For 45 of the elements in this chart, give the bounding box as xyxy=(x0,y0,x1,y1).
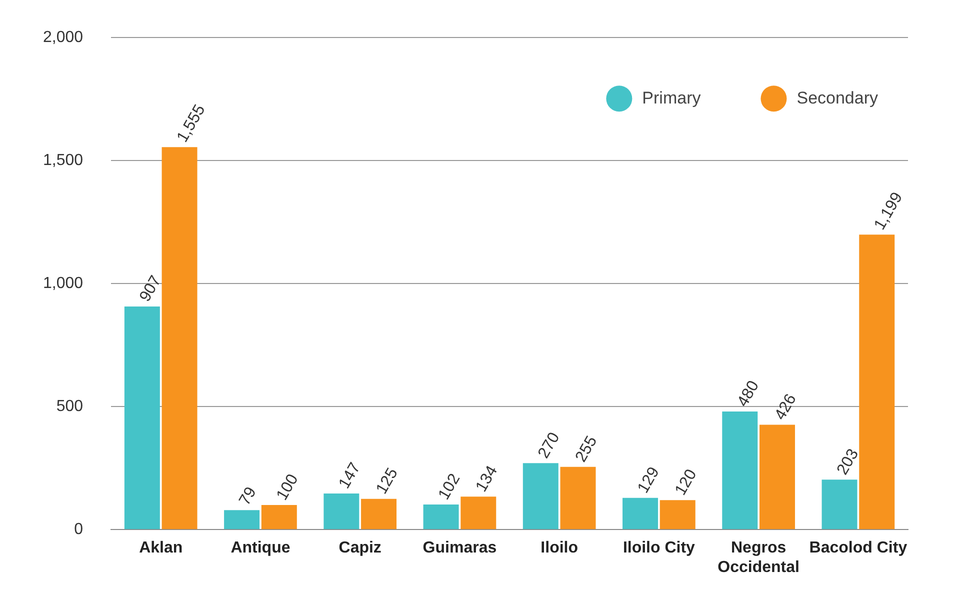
y-tick-label: 1,500 xyxy=(42,152,84,170)
data-label: 426 xyxy=(772,391,800,424)
data-label: 480 xyxy=(734,378,763,410)
data-label: 102 xyxy=(436,471,464,503)
data-label: 203 xyxy=(834,446,862,478)
data-label: 134 xyxy=(472,463,502,495)
bar xyxy=(822,480,858,530)
data-label: 125 xyxy=(373,465,402,498)
bar xyxy=(660,500,696,530)
data-label: 129 xyxy=(634,464,663,496)
bar xyxy=(622,498,658,530)
data-label: 907 xyxy=(136,272,165,305)
legend-label: Secondary xyxy=(796,88,878,108)
bar xyxy=(124,306,160,530)
x-tick-label: Iloilo xyxy=(540,540,578,557)
x-tick-label: Bacolod City xyxy=(809,540,908,557)
bar xyxy=(560,466,596,530)
data-label: 270 xyxy=(535,430,564,462)
data-label: 120 xyxy=(672,466,700,498)
bar xyxy=(423,504,459,530)
bar xyxy=(760,424,795,530)
bar xyxy=(324,493,360,530)
legend-label: Primary xyxy=(642,88,702,108)
x-tick-label: Negros Occidental xyxy=(718,540,800,576)
x-tick-label: Capiz xyxy=(338,540,382,557)
bar xyxy=(162,147,198,530)
bar xyxy=(722,412,758,530)
bar xyxy=(460,496,496,530)
y-tick-label: 0 xyxy=(74,521,84,538)
bar xyxy=(261,505,297,530)
data-label: 100 xyxy=(274,471,302,504)
bar xyxy=(361,498,397,530)
y-tick-label: 2,000 xyxy=(42,29,84,46)
data-label: 79 xyxy=(236,484,260,508)
data-label: 147 xyxy=(336,460,364,492)
x-tick-label: Aklan xyxy=(139,540,183,557)
data-label: 255 xyxy=(572,433,601,466)
bar xyxy=(859,234,895,530)
x-tick-label: Guimaras xyxy=(422,540,497,557)
y-tick-label: 500 xyxy=(56,398,84,416)
x-tick-label: Antique xyxy=(230,540,290,557)
x-tick-label: Iloilo City xyxy=(622,540,696,557)
y-tick-label: 1,000 xyxy=(42,275,84,292)
bar xyxy=(522,463,558,530)
bar xyxy=(224,510,260,530)
